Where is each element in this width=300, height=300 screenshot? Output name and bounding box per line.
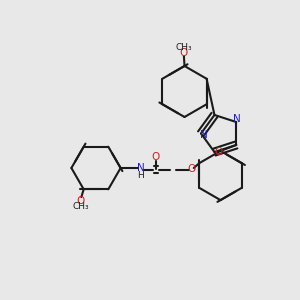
- Text: N: N: [233, 114, 241, 124]
- Text: O: O: [180, 47, 188, 58]
- Text: H: H: [138, 171, 144, 180]
- Text: O: O: [214, 147, 223, 157]
- Text: O: O: [187, 164, 196, 175]
- Text: CH₃: CH₃: [176, 43, 192, 52]
- Text: N: N: [137, 163, 145, 173]
- Text: CH₃: CH₃: [72, 202, 89, 211]
- Text: O: O: [152, 152, 160, 163]
- Text: O: O: [76, 196, 85, 206]
- Text: N: N: [200, 130, 207, 140]
